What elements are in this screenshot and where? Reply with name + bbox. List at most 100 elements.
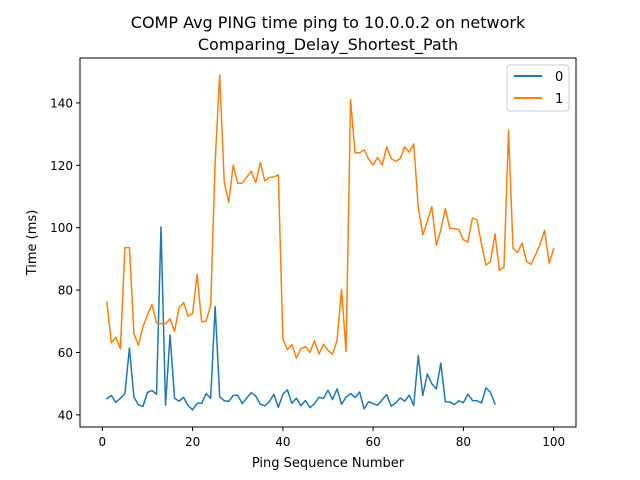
data-point — [155, 393, 158, 395]
data-point — [399, 157, 401, 160]
x-axis-label: Ping Sequence Number — [252, 456, 405, 471]
data-point — [422, 394, 424, 397]
data-point — [553, 248, 555, 250]
data-point — [169, 318, 171, 320]
data-point — [386, 146, 388, 148]
data-point — [277, 174, 279, 176]
data-point — [340, 288, 343, 291]
data-point — [196, 402, 198, 404]
data-point — [214, 160, 216, 163]
data-point — [516, 252, 519, 254]
data-point — [313, 403, 316, 405]
x-tick-label: 0 — [99, 435, 107, 449]
data-point — [327, 349, 329, 351]
data-point — [178, 307, 180, 309]
data-point — [277, 406, 279, 408]
data-point — [399, 397, 401, 399]
data-point — [408, 394, 410, 396]
data-point — [255, 182, 257, 184]
data-point — [273, 176, 275, 178]
data-point — [476, 219, 478, 221]
data-point — [440, 229, 442, 231]
data-point — [232, 394, 234, 397]
data-point — [318, 353, 320, 355]
data-point — [390, 405, 392, 407]
data-point — [404, 146, 406, 148]
data-point — [368, 401, 370, 403]
data-point — [377, 404, 379, 406]
data-point — [291, 344, 293, 346]
data-point — [467, 241, 469, 243]
data-point — [142, 325, 144, 328]
data-point — [128, 247, 131, 249]
data-point — [300, 348, 302, 350]
data-point — [331, 353, 334, 355]
data-point — [187, 315, 189, 317]
data-point — [295, 357, 298, 359]
data-point — [169, 334, 171, 336]
data-point — [205, 320, 207, 322]
data-point — [458, 400, 460, 402]
data-point — [119, 348, 121, 350]
data-point — [494, 403, 496, 405]
plot-frame — [79, 57, 577, 428]
data-point — [413, 404, 415, 407]
data-point — [512, 247, 514, 249]
data-point — [544, 229, 546, 232]
data-point — [286, 349, 288, 351]
data-point — [237, 182, 239, 184]
data-point — [268, 176, 270, 179]
data-point — [304, 399, 307, 402]
data-point — [462, 239, 464, 241]
data-point — [417, 206, 419, 209]
data-point — [431, 206, 433, 208]
data-point — [146, 391, 149, 393]
data-point — [426, 220, 428, 223]
data-point — [133, 396, 135, 398]
data-point — [241, 182, 243, 184]
data-point — [494, 233, 496, 235]
x-tick-label: 80 — [456, 435, 471, 449]
data-point — [155, 322, 158, 324]
data-point — [435, 388, 437, 390]
data-point — [259, 161, 261, 164]
series-layer — [105, 74, 555, 411]
data-point — [237, 394, 239, 396]
data-point — [471, 399, 474, 402]
data-point — [124, 393, 126, 395]
data-point — [223, 400, 225, 402]
data-point — [106, 301, 108, 303]
data-point — [304, 345, 307, 348]
data-point — [349, 393, 352, 395]
data-point — [313, 340, 316, 342]
data-point — [489, 391, 492, 393]
data-point — [485, 387, 487, 389]
data-point — [250, 170, 252, 172]
data-point — [115, 336, 117, 339]
data-point — [340, 403, 343, 405]
data-point — [480, 402, 483, 404]
data-point — [268, 401, 270, 403]
data-point — [164, 404, 167, 406]
data-point — [345, 396, 347, 398]
data-point — [282, 338, 284, 340]
y-tick-label: 140 — [50, 96, 73, 110]
series-points-0 — [106, 226, 496, 411]
chart-title-line1: COMP Avg PING time ping to 10.0.0.2 on n… — [131, 13, 526, 32]
data-point — [381, 164, 383, 166]
x-tick-label: 40 — [275, 435, 290, 449]
data-point — [210, 397, 212, 399]
data-point — [354, 152, 356, 154]
data-point — [435, 244, 437, 246]
data-point — [525, 261, 528, 263]
data-point — [372, 164, 374, 166]
data-point — [160, 323, 162, 325]
data-point — [228, 400, 230, 403]
data-point — [530, 263, 532, 265]
y-tick-label: 120 — [50, 159, 73, 173]
series-points-1 — [106, 74, 555, 359]
data-point — [115, 401, 117, 403]
data-point — [128, 347, 131, 349]
data-point — [368, 158, 370, 160]
data-point — [322, 343, 325, 345]
